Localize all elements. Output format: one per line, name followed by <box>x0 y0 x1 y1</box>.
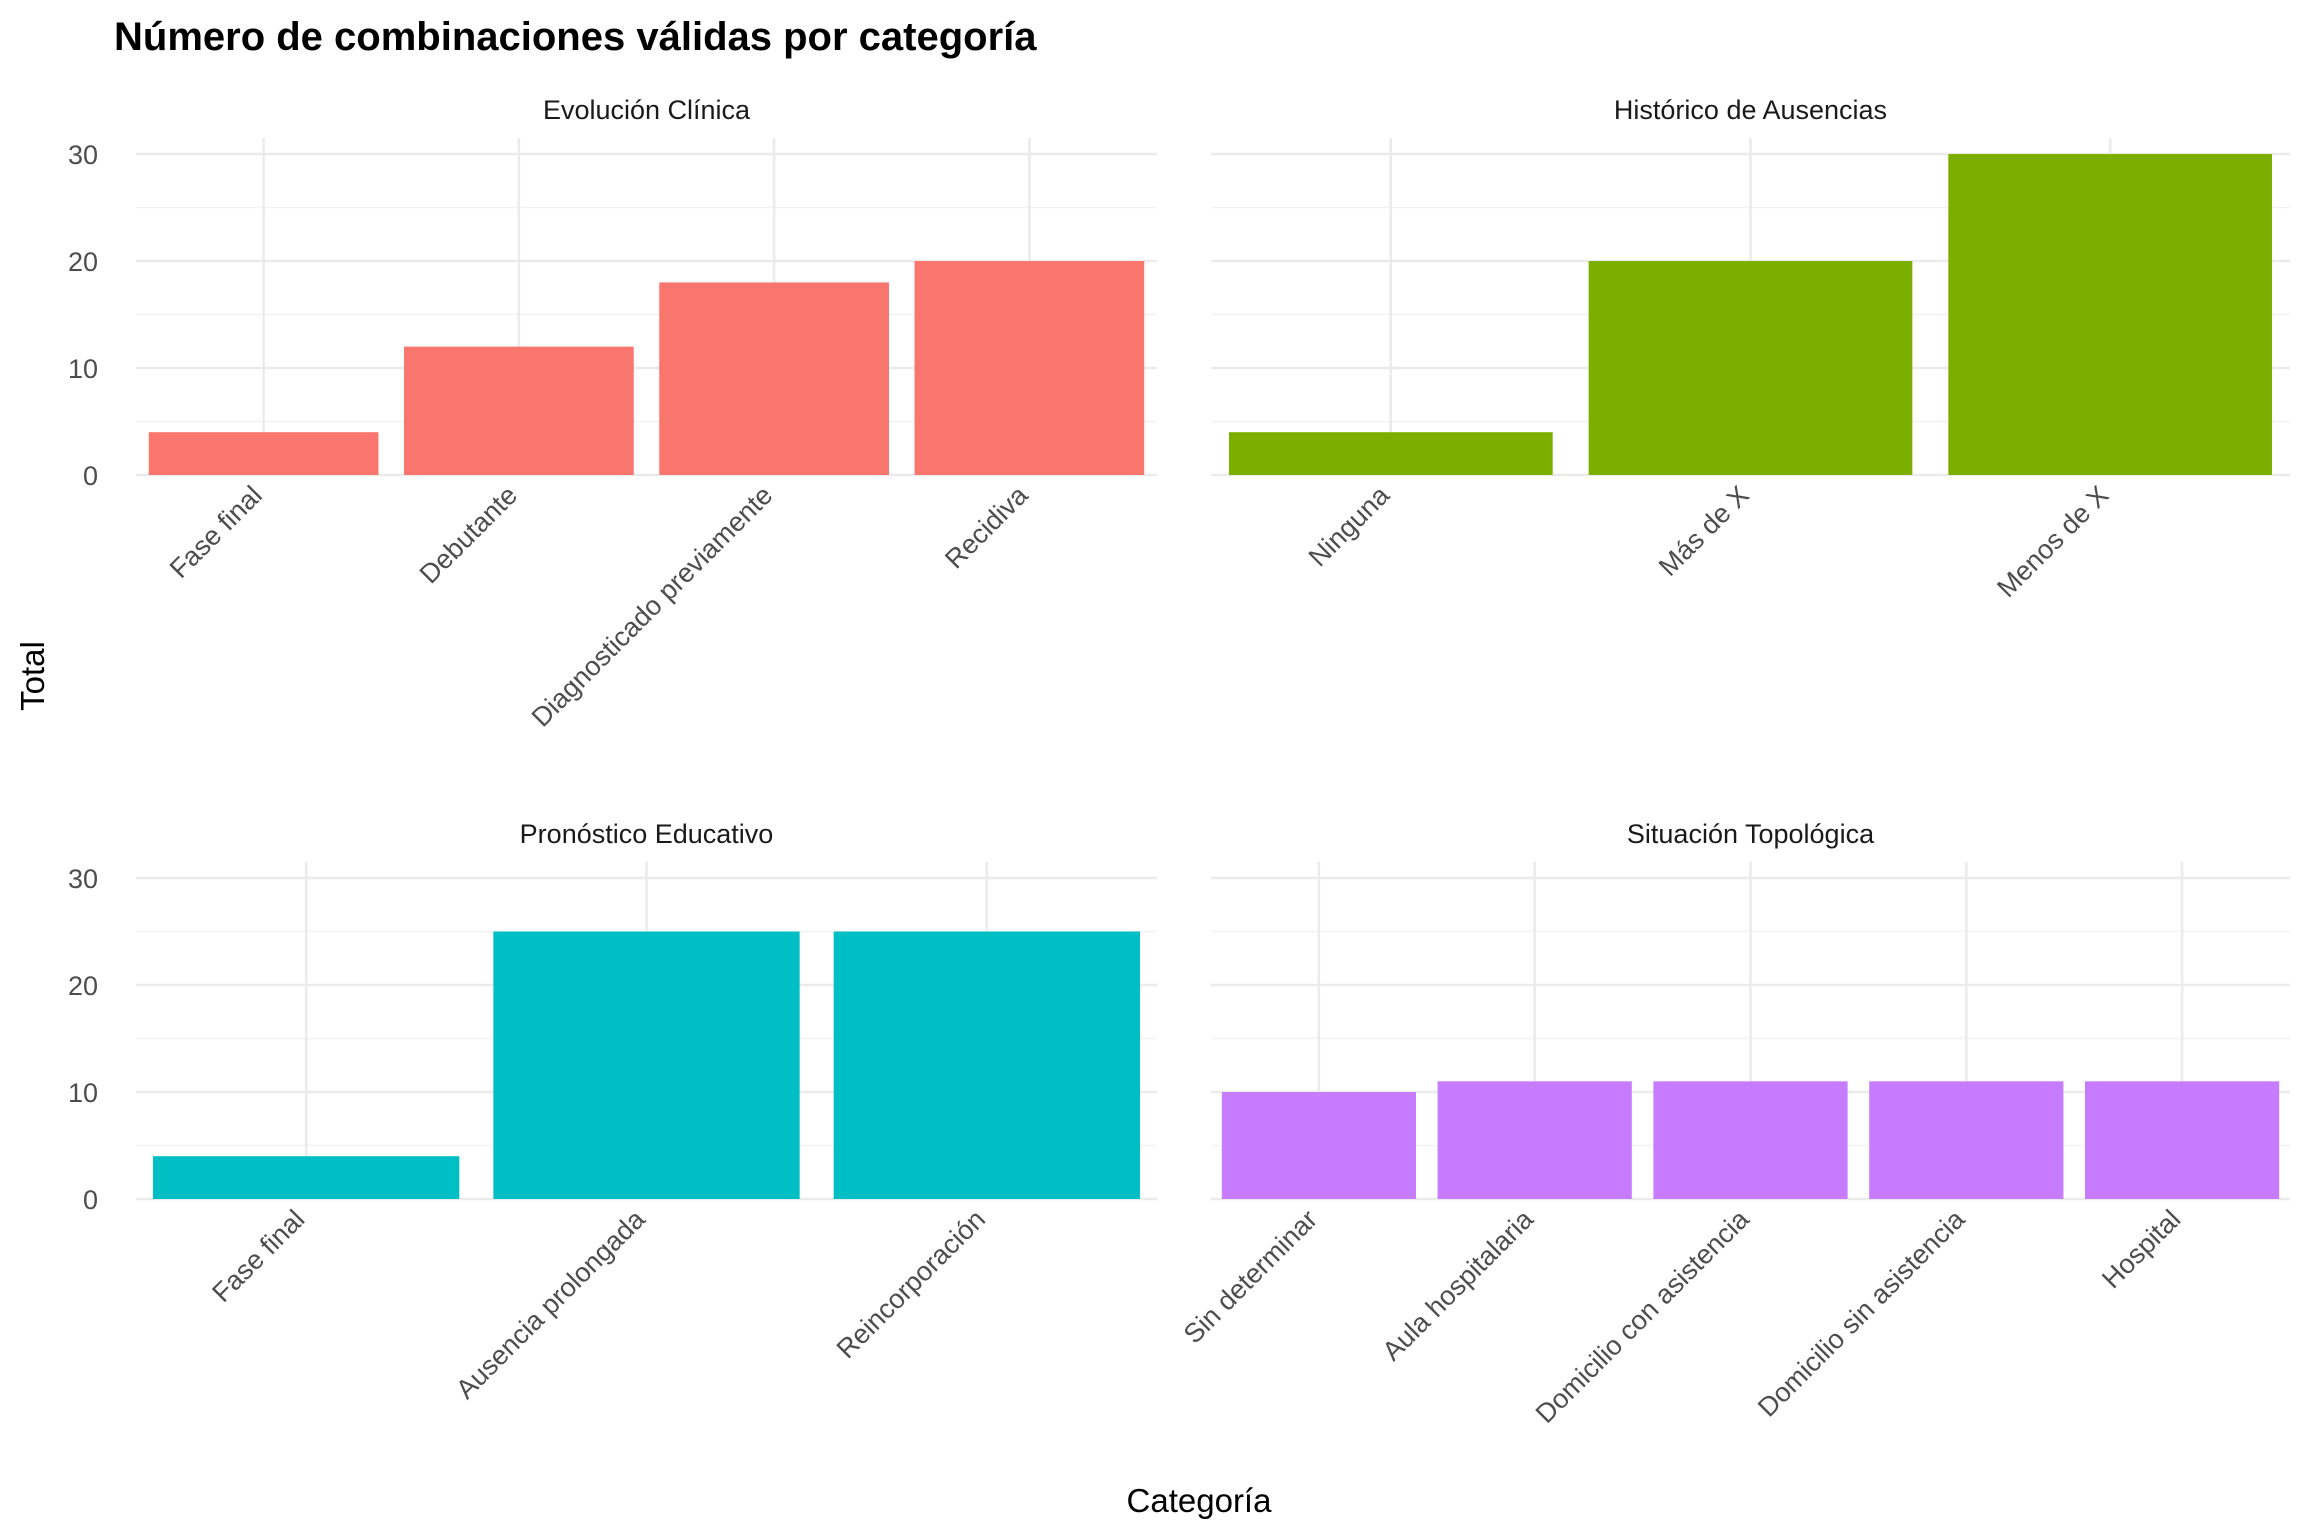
bar-domicilio-sin-asistencia <box>1869 1081 2064 1199</box>
y-tick-label: 30 <box>68 140 98 170</box>
chart-title: Número de combinaciones válidas por cate… <box>114 15 1037 59</box>
x-tick-label: Más de X <box>1653 480 1755 582</box>
x-tick-label: Hospital <box>2096 1204 2186 1294</box>
x-axis-title: Categoría <box>1127 1482 1273 1519</box>
x-tick-label: Domicilio sin asistencia <box>1752 1203 1971 1422</box>
y-tick-label: 20 <box>68 971 98 1001</box>
y-tick-label: 0 <box>83 461 98 491</box>
bar-ausencia-prolongada <box>493 931 800 1199</box>
x-tick-label: Recidiva <box>939 479 1034 574</box>
bar-recidiva <box>914 261 1145 475</box>
y-axis-title: Total <box>14 641 51 711</box>
bar-sin-determinar <box>1221 1092 1417 1199</box>
x-tick-label: Domicilio con asistencia <box>1530 1203 1756 1429</box>
x-tick-label: Ausencia prolongada <box>450 1203 651 1404</box>
y-tick-label: 0 <box>83 1185 98 1215</box>
x-tick-label: Sin determinar <box>1178 1204 1323 1349</box>
x-tick-label: Debutante <box>414 480 523 589</box>
y-tick-label: 20 <box>68 247 98 277</box>
bar-aula-hospitalaria <box>1437 1081 1632 1199</box>
x-tick-label: Reincorporación <box>831 1204 991 1364</box>
facet-situacion-topologica: Sin determinar Aula hospitalariaDomicilio… <box>1178 819 2290 1429</box>
facet-strip-label: Histórico de Ausencias <box>1614 95 1887 125</box>
bar-reincorporacion <box>833 931 1140 1199</box>
y-tick-label: 30 <box>68 864 98 894</box>
facet-evolucion-clinica: 0 10 20 30 Fase final Debutante Diagnosticado … <box>68 95 1157 733</box>
bar-debutante <box>404 346 634 475</box>
facets-group: 0 10 20 30 Fase final Debutante Diagnosticado … <box>68 95 2290 1429</box>
x-tick-label: Menos de X <box>1991 480 2114 603</box>
bar-fase-final <box>153 1156 460 1199</box>
bar-domicilio-con-asistencia <box>1653 1081 1848 1199</box>
x-tick-label: Fase final <box>206 1204 310 1308</box>
bar-fase-final <box>148 432 379 475</box>
bar-menos-de-x <box>1948 154 2273 476</box>
bar-diagnosticado-previamente <box>659 282 889 475</box>
facet-strip-label: Pronóstico Educativo <box>520 819 774 849</box>
y-tick-label: 10 <box>68 354 98 384</box>
bar-hospital <box>2084 1081 2280 1199</box>
x-tick-label: Aula hospitalaria <box>1377 1203 1540 1366</box>
y-tick-label: 10 <box>68 1078 98 1108</box>
facet-historico-de-ausencias: Ninguna Más de X Menos de X Histórico de Au… <box>1211 95 2290 603</box>
facet-strip-label: Evolución Clínica <box>543 95 751 125</box>
bar-ninguna <box>1228 432 1553 475</box>
facet-pronostico-educativo: 0 10 20 30 Fase final Ausencia prolongada Rein… <box>68 819 1157 1405</box>
bar-mas-de-x <box>1588 261 1913 475</box>
x-tick-label: Diagnosticado previamente <box>526 480 779 733</box>
x-tick-label: Ninguna <box>1303 479 1396 572</box>
x-tick-label: Fase final <box>164 480 268 584</box>
facet-strip-label: Situación Topológica <box>1627 819 1875 849</box>
